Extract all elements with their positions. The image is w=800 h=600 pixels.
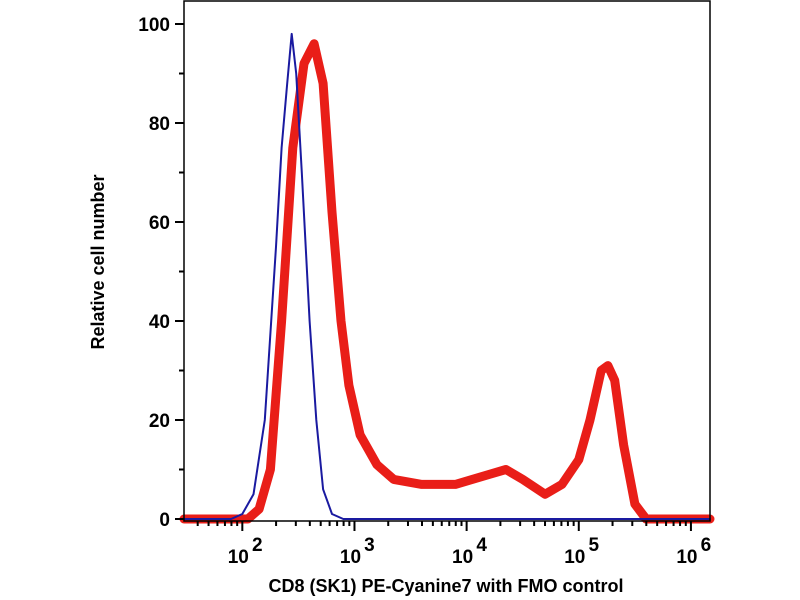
plot-frame [183, 0, 711, 522]
x-tick-label-exponent: 2 [252, 535, 263, 556]
x-tick-label: 10 [452, 547, 473, 568]
x-tick-label: 10 [676, 547, 697, 568]
y-tick-label: 0 [159, 510, 170, 531]
y-axis-title: Relative cell number [88, 174, 108, 349]
x-tick-label: 10 [564, 547, 585, 568]
x-tick-label: 10 [340, 547, 361, 568]
x-tick-label-exponent: 5 [588, 535, 599, 556]
series-line-fmo-control [183, 32, 711, 520]
y-tick-label: 100 [138, 15, 170, 36]
x-axis-title: CD8 (SK1) PE-Cyanine7 with FMO control [268, 576, 623, 596]
y-tick-label: 80 [149, 114, 170, 135]
x-tick-label: 10 [228, 547, 249, 568]
x-tick-label-exponent: 3 [364, 535, 375, 556]
y-tick-label: 60 [149, 213, 170, 234]
series-line-sample [179, 39, 715, 524]
y-tick-label: 40 [149, 312, 170, 333]
x-tick-label-exponent: 4 [476, 535, 487, 556]
x-tick-label-exponent: 6 [701, 535, 712, 556]
y-tick-label: 20 [149, 411, 170, 432]
